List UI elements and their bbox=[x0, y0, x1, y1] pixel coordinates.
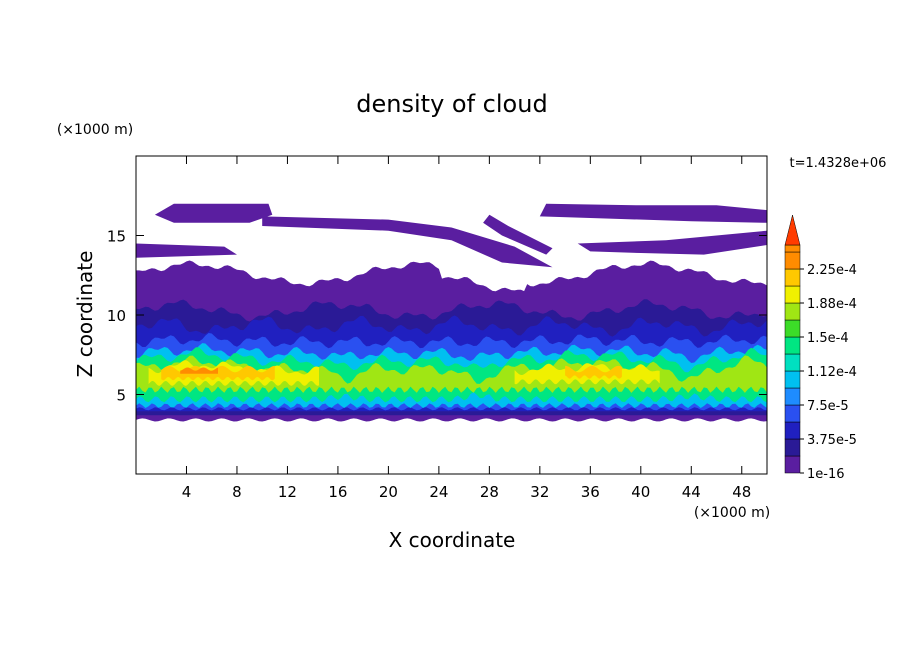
colorbar-band bbox=[784, 387, 801, 406]
x-tick-label: 48 bbox=[732, 483, 751, 501]
contour-band bbox=[565, 365, 622, 379]
y-tick-label: 15 bbox=[107, 228, 126, 246]
x-tick-label: 40 bbox=[631, 483, 650, 501]
colorbar-band bbox=[784, 438, 801, 457]
colorbar-tick-label: 1.12e-4 bbox=[807, 365, 857, 380]
colorbar-band bbox=[784, 251, 801, 270]
y-unit: (×1000 m) bbox=[57, 122, 133, 138]
x-tick-label: 28 bbox=[480, 483, 499, 501]
colorbar-band bbox=[784, 455, 801, 474]
x-tick-label: 16 bbox=[328, 483, 347, 501]
colorbar-band bbox=[784, 319, 801, 338]
y-tick-label: 10 bbox=[107, 307, 126, 325]
colorbar-extend bbox=[784, 214, 801, 246]
x-tick-label: 44 bbox=[682, 483, 701, 501]
x-tick-label: 4 bbox=[182, 483, 192, 501]
contour-band bbox=[154, 203, 273, 223]
colorbar-band bbox=[784, 302, 801, 321]
contour-band bbox=[577, 230, 767, 255]
contour-band bbox=[539, 203, 767, 223]
colorbar-band bbox=[784, 268, 801, 287]
contour-band bbox=[483, 214, 553, 255]
contour-band bbox=[180, 367, 218, 374]
contour-band bbox=[262, 216, 553, 268]
colorbar-band bbox=[784, 336, 801, 355]
colorbar-band bbox=[784, 285, 801, 304]
contour-field bbox=[136, 203, 767, 422]
time-label: t=1.4328e+06 bbox=[790, 156, 887, 171]
colorbar-tick-label: 2.25e-4 bbox=[807, 263, 857, 278]
colorbar-tick-label: 7.5e-5 bbox=[807, 399, 849, 414]
colorbar-band bbox=[784, 353, 801, 372]
colorbar-tick-label: 3.75e-5 bbox=[807, 433, 857, 448]
x-tick-label: 36 bbox=[581, 483, 600, 501]
chart-title: density of cloud bbox=[356, 90, 547, 118]
colorbar-band bbox=[784, 404, 801, 423]
x-tick-label: 24 bbox=[429, 483, 448, 501]
colorbar-tick-label: 1.88e-4 bbox=[807, 297, 857, 312]
x-tick-label: 8 bbox=[232, 483, 242, 501]
colorbar-tick-label: 1e-16 bbox=[807, 467, 845, 482]
x-unit: (×1000 m) bbox=[694, 505, 770, 521]
x-axis-label: X coordinate bbox=[389, 528, 516, 552]
colorbar-band bbox=[784, 370, 801, 389]
y-axis-label: Z coordinate bbox=[73, 251, 97, 378]
colorbar-band bbox=[784, 244, 801, 253]
contour-band bbox=[136, 243, 237, 258]
x-tick-label: 12 bbox=[278, 483, 297, 501]
y-tick-label: 5 bbox=[116, 387, 126, 405]
x-tick-label: 20 bbox=[379, 483, 398, 501]
x-tick-label: 32 bbox=[530, 483, 549, 501]
colorbar-tick-label: 1.5e-4 bbox=[807, 331, 849, 346]
colorbar-band bbox=[784, 421, 801, 440]
